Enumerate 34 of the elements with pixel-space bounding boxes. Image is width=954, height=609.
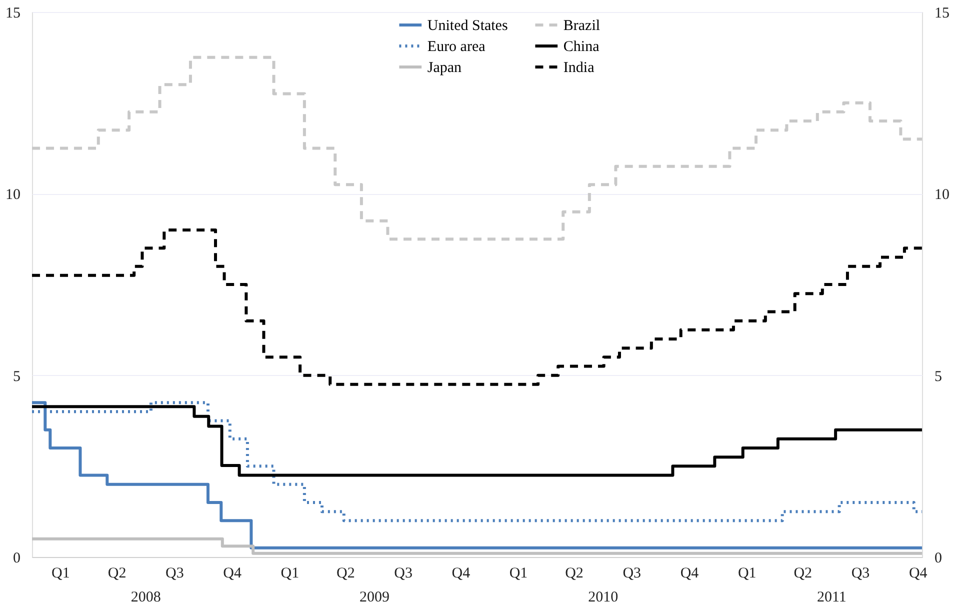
x-tick-label: Q4 [908, 566, 928, 582]
x-tick-label: Q2 [108, 566, 126, 582]
y2-tick-label: 0 [934, 550, 942, 566]
y2-tick-label: 5 [934, 368, 942, 385]
legend-label: Japan [427, 60, 462, 76]
x-tick-label: Q3 [851, 566, 870, 582]
x-tick-label: Q4 [452, 566, 471, 582]
x-tick-label: Q2 [794, 566, 812, 582]
legend-label: United States [427, 18, 508, 34]
legend-label: Brazil [563, 18, 600, 34]
legend-label: China [563, 39, 600, 55]
y2-tick-label: 15 [934, 6, 950, 22]
text: 2011 [816, 590, 846, 606]
y-tick-label: 10 [6, 187, 20, 204]
x-tick-label: Q1 [738, 566, 756, 582]
x-tick-label: Q2 [336, 566, 355, 582]
legend-label: Euro area [427, 39, 486, 55]
x-tick-label: Q1 [280, 566, 300, 582]
x-tick-label: Q2 [565, 566, 584, 582]
x-tick-label: Q4 [680, 566, 700, 582]
x-tick-label: Q4 [223, 566, 242, 582]
y2-tick-label: 10 [934, 187, 950, 204]
legend-label: India [563, 60, 595, 76]
y-tick-label: 0 [13, 550, 20, 566]
y-tick-label: 5 [13, 368, 20, 385]
text: 2010 [588, 590, 618, 606]
x-tick-label: Q1 [509, 566, 528, 582]
text: 2009 [359, 590, 390, 606]
x-tick-label: Q3 [166, 566, 184, 582]
x-tick-label: Q3 [622, 566, 642, 582]
x-tick-label: Q1 [52, 566, 70, 582]
x-tick-label: Q3 [394, 566, 412, 582]
y-tick-label: 15 [6, 6, 20, 22]
text: 2008 [130, 590, 161, 606]
